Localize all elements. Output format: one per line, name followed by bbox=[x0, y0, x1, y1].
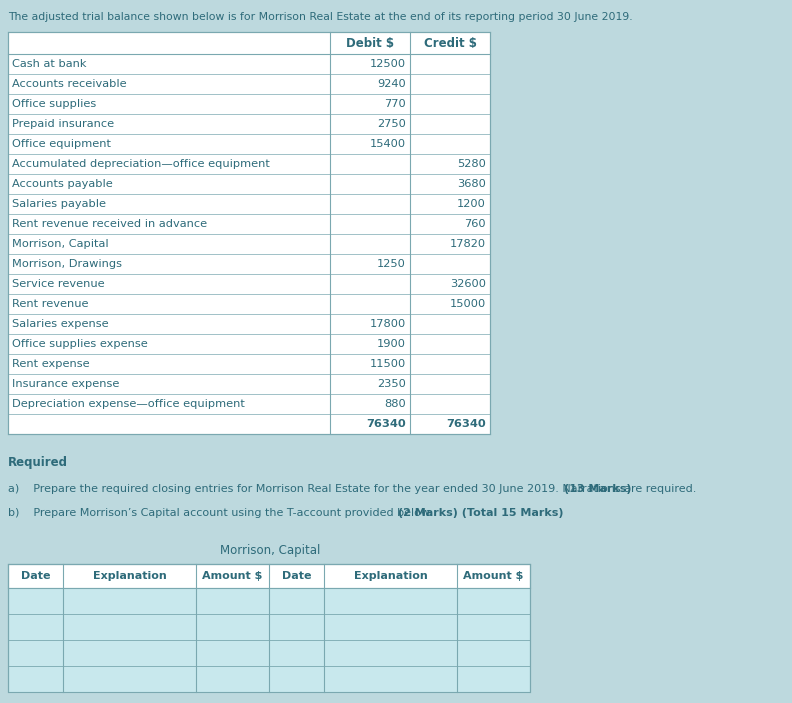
Text: Amount $: Amount $ bbox=[203, 571, 263, 581]
Bar bbox=[8, 564, 530, 588]
Bar bbox=[8, 588, 530, 614]
Text: Debit $: Debit $ bbox=[346, 37, 394, 49]
Text: Date: Date bbox=[21, 571, 50, 581]
Text: Rent revenue received in advance: Rent revenue received in advance bbox=[12, 219, 208, 229]
Text: Salaries expense: Salaries expense bbox=[12, 319, 109, 329]
Text: (13 Marks): (13 Marks) bbox=[564, 484, 631, 494]
Text: Office supplies expense: Office supplies expense bbox=[12, 339, 148, 349]
Text: 3680: 3680 bbox=[457, 179, 486, 189]
Text: Required: Required bbox=[8, 456, 68, 469]
Text: 1250: 1250 bbox=[377, 259, 406, 269]
Text: 76340: 76340 bbox=[446, 419, 486, 429]
Text: Service revenue: Service revenue bbox=[12, 279, 105, 289]
Text: Accounts payable: Accounts payable bbox=[12, 179, 112, 189]
Bar bbox=[8, 564, 530, 692]
Text: (2 Marks) (Total 15 Marks): (2 Marks) (Total 15 Marks) bbox=[398, 508, 563, 518]
Text: b)    Prepare Morrison’s Capital account using the T-account provided below.: b) Prepare Morrison’s Capital account us… bbox=[8, 508, 436, 518]
Text: 9240: 9240 bbox=[377, 79, 406, 89]
Text: 1200: 1200 bbox=[457, 199, 486, 209]
Text: Credit $: Credit $ bbox=[424, 37, 477, 49]
Text: Depreciation expense—office equipment: Depreciation expense—office equipment bbox=[12, 399, 245, 409]
Text: 11500: 11500 bbox=[370, 359, 406, 369]
Bar bbox=[8, 32, 490, 434]
Bar bbox=[8, 614, 530, 640]
Text: Date: Date bbox=[282, 571, 311, 581]
Text: Salaries payable: Salaries payable bbox=[12, 199, 106, 209]
Text: Cash at bank: Cash at bank bbox=[12, 59, 86, 69]
Text: The adjusted trial balance shown below is for Morrison Real Estate at the end of: The adjusted trial balance shown below i… bbox=[8, 12, 633, 22]
Text: Explanation: Explanation bbox=[93, 571, 166, 581]
Text: Office supplies: Office supplies bbox=[12, 99, 97, 109]
Text: Explanation: Explanation bbox=[353, 571, 427, 581]
Text: Accounts receivable: Accounts receivable bbox=[12, 79, 127, 89]
Text: 76340: 76340 bbox=[366, 419, 406, 429]
Text: 880: 880 bbox=[384, 399, 406, 409]
Text: 5280: 5280 bbox=[457, 159, 486, 169]
Text: 15000: 15000 bbox=[450, 299, 486, 309]
Text: 770: 770 bbox=[384, 99, 406, 109]
Text: Accumulated depreciation—office equipment: Accumulated depreciation—office equipmen… bbox=[12, 159, 270, 169]
Text: 15400: 15400 bbox=[370, 139, 406, 149]
Text: 32600: 32600 bbox=[450, 279, 486, 289]
Text: 17820: 17820 bbox=[450, 239, 486, 249]
Text: Morrison, Capital: Morrison, Capital bbox=[12, 239, 109, 249]
Text: 760: 760 bbox=[464, 219, 486, 229]
Bar bbox=[8, 640, 530, 666]
Text: 2350: 2350 bbox=[377, 379, 406, 389]
Text: Morrison, Capital: Morrison, Capital bbox=[220, 544, 320, 557]
Text: Office equipment: Office equipment bbox=[12, 139, 111, 149]
Text: 2750: 2750 bbox=[377, 119, 406, 129]
Text: Amount $: Amount $ bbox=[463, 571, 524, 581]
Text: Rent revenue: Rent revenue bbox=[12, 299, 89, 309]
Text: 17800: 17800 bbox=[370, 319, 406, 329]
Text: Morrison, Drawings: Morrison, Drawings bbox=[12, 259, 122, 269]
Bar bbox=[8, 666, 530, 692]
Text: 1900: 1900 bbox=[377, 339, 406, 349]
Text: 12500: 12500 bbox=[370, 59, 406, 69]
Text: a)    Prepare the required closing entries for Morrison Real Estate for the year: a) Prepare the required closing entries … bbox=[8, 484, 700, 494]
Text: Insurance expense: Insurance expense bbox=[12, 379, 120, 389]
Text: Prepaid insurance: Prepaid insurance bbox=[12, 119, 114, 129]
Text: Rent expense: Rent expense bbox=[12, 359, 89, 369]
